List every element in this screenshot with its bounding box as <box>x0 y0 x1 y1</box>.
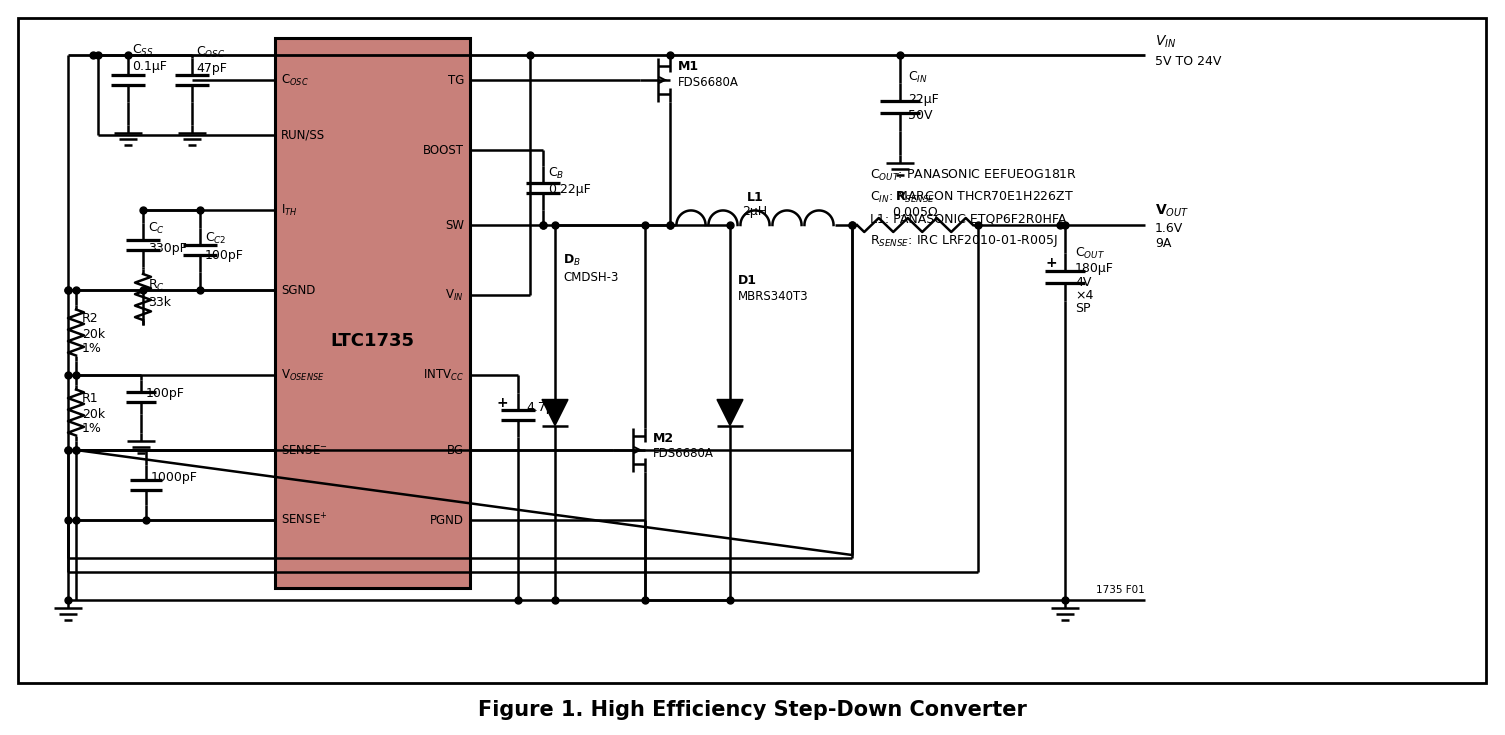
Text: +: + <box>497 396 507 410</box>
Text: R$_{SENSE}$: R$_{SENSE}$ <box>895 190 935 204</box>
Text: MBRS340T3: MBRS340T3 <box>737 290 808 303</box>
Text: 22μF: 22μF <box>908 93 939 106</box>
Text: C$_B$: C$_B$ <box>548 166 564 181</box>
Text: SW: SW <box>445 218 464 232</box>
Text: C$_{SS}$: C$_{SS}$ <box>132 43 154 57</box>
Text: 20k: 20k <box>81 408 105 421</box>
Text: R$_C$: R$_C$ <box>147 277 166 293</box>
Text: C$_C$: C$_C$ <box>147 220 166 235</box>
Text: SENSE$^{+}$: SENSE$^{+}$ <box>281 512 328 528</box>
Text: 1000pF: 1000pF <box>150 470 197 484</box>
Text: ×4: ×4 <box>1075 289 1093 301</box>
Text: 4.7μF: 4.7μF <box>527 401 561 414</box>
Bar <box>275 38 470 588</box>
Text: V$_{IN}$: V$_{IN}$ <box>445 287 464 303</box>
Text: R2: R2 <box>81 312 99 325</box>
Text: 0.22μF: 0.22μF <box>548 183 591 196</box>
Text: 180μF: 180μF <box>1075 262 1114 274</box>
Text: 20k: 20k <box>81 328 105 341</box>
Text: 0.005Ω: 0.005Ω <box>892 206 938 218</box>
Text: M1: M1 <box>677 60 700 73</box>
Text: +: + <box>1044 256 1057 270</box>
Text: L1: L1 <box>746 190 763 204</box>
Text: INTV$_{CC}$: INTV$_{CC}$ <box>423 368 464 382</box>
Text: RUN/SS: RUN/SS <box>281 129 325 142</box>
Text: FDS6680A: FDS6680A <box>677 76 739 88</box>
Text: CMDSH-3: CMDSH-3 <box>563 270 619 284</box>
Text: 33k: 33k <box>147 295 172 309</box>
Text: FDS6680A: FDS6680A <box>653 446 713 459</box>
Text: 9A: 9A <box>1154 237 1171 249</box>
Text: C$_{OUT}$: PANASONIC EEFUEOG181R: C$_{OUT}$: PANASONIC EEFUEOG181R <box>870 168 1078 182</box>
Text: M2: M2 <box>653 431 674 445</box>
Text: 100pF: 100pF <box>146 387 185 400</box>
Text: C$_{OSC}$: C$_{OSC}$ <box>281 73 309 87</box>
Text: 1.6V: 1.6V <box>1154 221 1183 234</box>
Text: I$_{TH}$: I$_{TH}$ <box>281 202 298 218</box>
Text: BG: BG <box>447 443 464 456</box>
Polygon shape <box>716 400 743 426</box>
Text: 330pF: 330pF <box>147 242 187 254</box>
Polygon shape <box>542 400 567 426</box>
Text: 5V TO 24V: 5V TO 24V <box>1154 54 1222 68</box>
Text: SGND: SGND <box>281 284 316 296</box>
Text: R$_{SENSE}$: IRC LRF2010-01-R005J: R$_{SENSE}$: IRC LRF2010-01-R005J <box>870 233 1058 249</box>
Text: V$_{OUT}$: V$_{OUT}$ <box>1154 203 1189 219</box>
Text: TG: TG <box>447 74 464 87</box>
Text: C$_{C2}$: C$_{C2}$ <box>205 231 227 245</box>
Text: 4V: 4V <box>1075 276 1091 289</box>
Text: 0.1μF: 0.1μF <box>132 60 167 73</box>
Text: D1: D1 <box>737 273 757 287</box>
Text: Figure 1. High Efficiency Step-Down Converter: Figure 1. High Efficiency Step-Down Conv… <box>477 700 1026 720</box>
Text: SP: SP <box>1075 301 1091 315</box>
Text: 1735 F01: 1735 F01 <box>1096 585 1145 595</box>
Text: D$_B$: D$_B$ <box>563 252 581 268</box>
Text: PGND: PGND <box>430 514 464 526</box>
Text: 2μH: 2μH <box>742 204 768 218</box>
Text: L1: PANASONIC ETQP6F2R0HFA: L1: PANASONIC ETQP6F2R0HFA <box>870 212 1067 226</box>
Text: SENSE$^{-}$: SENSE$^{-}$ <box>281 443 328 456</box>
Text: 1%: 1% <box>81 342 102 355</box>
Text: R1: R1 <box>81 392 99 405</box>
Text: 1%: 1% <box>81 422 102 435</box>
Text: V$_{OSENSE}$: V$_{OSENSE}$ <box>281 368 325 382</box>
Text: 47pF: 47pF <box>196 62 227 74</box>
Text: C$_{OSC}$: C$_{OSC}$ <box>196 44 226 60</box>
Text: C$_{OUT}$: C$_{OUT}$ <box>1075 245 1105 260</box>
Text: 50V: 50V <box>908 109 933 121</box>
Text: 100pF: 100pF <box>205 248 244 262</box>
Text: C$_{IN}$: C$_{IN}$ <box>908 69 927 85</box>
Text: $V_{IN}$: $V_{IN}$ <box>1154 34 1177 50</box>
Text: LTC1735: LTC1735 <box>331 331 414 350</box>
Text: BOOST: BOOST <box>423 143 464 157</box>
Text: C$_{IN}$: MARCON THCR70E1H226ZT: C$_{IN}$: MARCON THCR70E1H226ZT <box>870 190 1075 204</box>
